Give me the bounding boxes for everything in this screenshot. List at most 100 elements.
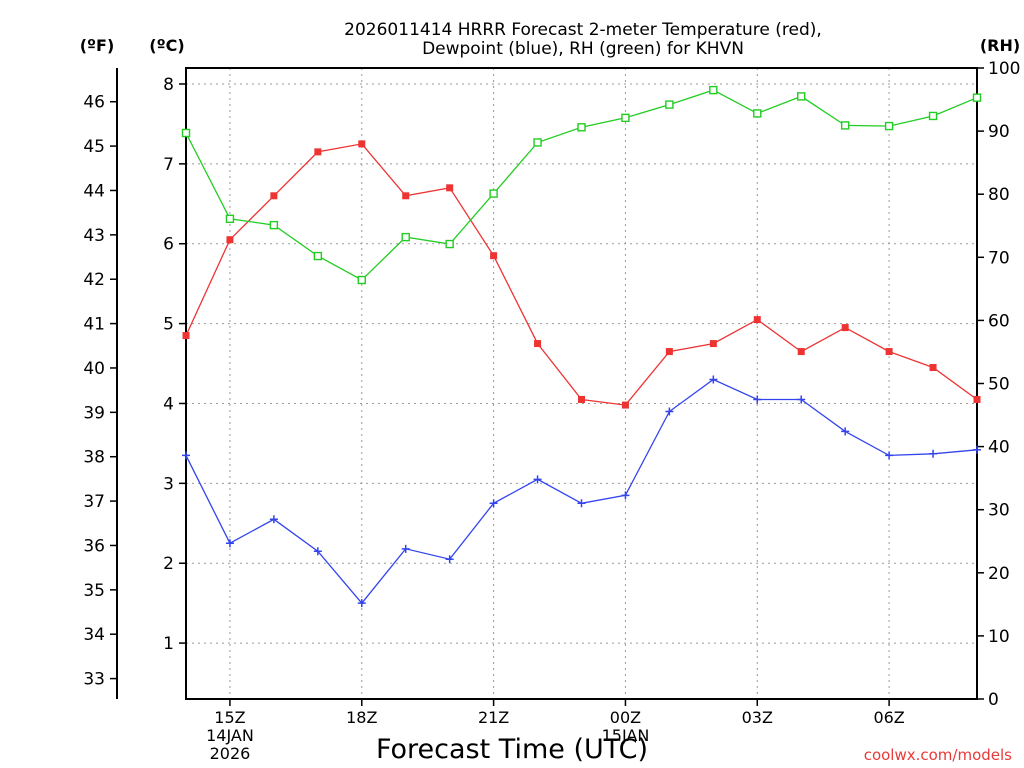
fahrenheit-tick-label: 40 (83, 359, 105, 379)
fahrenheit-tick-label: 46 (83, 93, 105, 113)
rh-point (665, 100, 674, 109)
rh-point (928, 111, 938, 121)
rh-tick-label: 0 (988, 690, 999, 710)
rh-tick-label: 60 (988, 311, 1010, 331)
rh-point (269, 220, 279, 230)
temperature-point (358, 140, 366, 148)
rh-point (840, 121, 850, 130)
rh-tick-label: 80 (988, 185, 1010, 205)
fahrenheit-tick-label: 39 (83, 403, 105, 423)
rh-tick-label: 90 (988, 122, 1010, 142)
rh-point (884, 121, 894, 131)
celsius-unit-label: (ºC) (149, 36, 184, 55)
fahrenheit-tick-label: 34 (83, 625, 105, 645)
temperature-point (446, 184, 454, 192)
temperature-point (841, 324, 849, 332)
fahrenheit-unit-label: (ºF) (80, 36, 115, 55)
celsius-tick-label: 3 (163, 474, 174, 494)
celsius-tick-label: 1 (163, 634, 174, 654)
dewpoint-point (973, 445, 981, 454)
rh-point (621, 113, 630, 123)
dewpoint-point (797, 395, 806, 404)
rh-point (709, 85, 718, 95)
dewpoint-point (841, 427, 850, 436)
temperature-point (534, 340, 542, 348)
temperature-point (973, 395, 981, 403)
rh-point (313, 251, 323, 261)
rh-tick-label: 10 (988, 627, 1010, 647)
dewpoint-point (929, 449, 938, 458)
dewpoint-point (753, 395, 762, 404)
dewpoint-point (357, 599, 366, 608)
rh-point (577, 123, 586, 132)
chart-title-line-1: 2026011414 HRRR Forecast 2-meter Tempera… (344, 20, 822, 40)
dewpoint-point (665, 407, 674, 416)
fahrenheit-tick-label: 33 (83, 670, 105, 690)
rh-point (357, 275, 366, 285)
rh-tick-label: 100 (988, 59, 1020, 79)
temperature-point (490, 252, 498, 260)
rh-point (445, 239, 454, 249)
dewpoint-point (269, 515, 278, 524)
rh-point (225, 214, 235, 224)
celsius-tick-label: 8 (163, 75, 174, 95)
x-tick-label: 14JAN (206, 726, 254, 745)
dewpoint-point (182, 451, 190, 460)
fahrenheit-tick-label: 45 (83, 137, 105, 157)
celsius-tick-label: 5 (163, 315, 174, 335)
fahrenheit-tick-label: 41 (83, 315, 105, 335)
dewpoint-point (709, 375, 718, 384)
temperature-point (578, 395, 585, 403)
temperature-point (753, 316, 761, 324)
rh-unit-label: (RH) (980, 36, 1020, 55)
temperature-line (185, 143, 978, 406)
temperature-point (226, 236, 234, 244)
celsius-tick-label: 7 (163, 155, 174, 175)
temperature-point (182, 332, 190, 340)
celsius-tick-label: 4 (163, 394, 174, 414)
dewpoint-point (533, 475, 542, 484)
chart-title-line-2: Dewpoint (blue), RH (green) for KHVN (422, 39, 744, 59)
fahrenheit-tick-label: 35 (83, 581, 105, 601)
axis-layer: 1234567833343536373839404142434445460102… (83, 59, 1020, 710)
x-axis-label: Forecast Time (UTC) (376, 734, 648, 765)
temperature-point (797, 348, 805, 356)
rh-point (753, 109, 762, 118)
temperature-point (270, 192, 278, 200)
dewpoint-point (577, 499, 586, 508)
dewpoint-point (621, 491, 630, 500)
fahrenheit-tick-label: 36 (83, 536, 105, 556)
x-tick-label: 03Z (742, 708, 773, 727)
temperature-point (621, 401, 629, 409)
rh-tick-label: 70 (988, 248, 1010, 268)
fahrenheit-tick-label: 42 (83, 270, 105, 290)
dewpoint-line (185, 378, 978, 605)
temperature-point (665, 348, 673, 356)
celsius-tick-label: 2 (163, 554, 174, 574)
temperature-point (314, 148, 322, 156)
x-tick-label: 2026 (210, 744, 251, 763)
temperature-point (929, 364, 937, 372)
x-tick-label: 00Z (610, 708, 641, 727)
rh-point (401, 232, 410, 242)
x-tick-label: 15JAN (602, 726, 650, 745)
plot-frame (185, 67, 978, 700)
grid-layer (186, 68, 977, 699)
dewpoint-point (313, 547, 322, 556)
rh-tick-label: 20 (988, 564, 1010, 584)
rh-point (797, 92, 806, 101)
fahrenheit-tick-label: 44 (83, 181, 105, 201)
x-tick-label: 06Z (873, 708, 904, 727)
series-layer (181, 85, 982, 608)
credit-text: coolwx.com/models (864, 746, 1012, 764)
dewpoint-point (489, 499, 498, 508)
fahrenheit-tick-label: 43 (83, 226, 105, 246)
dewpoint-point (225, 539, 234, 548)
fahrenheit-tick-label: 37 (83, 492, 105, 512)
rh-tick-label: 40 (988, 438, 1010, 458)
x-tick-label: 21Z (478, 708, 509, 727)
dewpoint-point (445, 555, 454, 564)
fahrenheit-tick-label: 38 (83, 448, 105, 468)
